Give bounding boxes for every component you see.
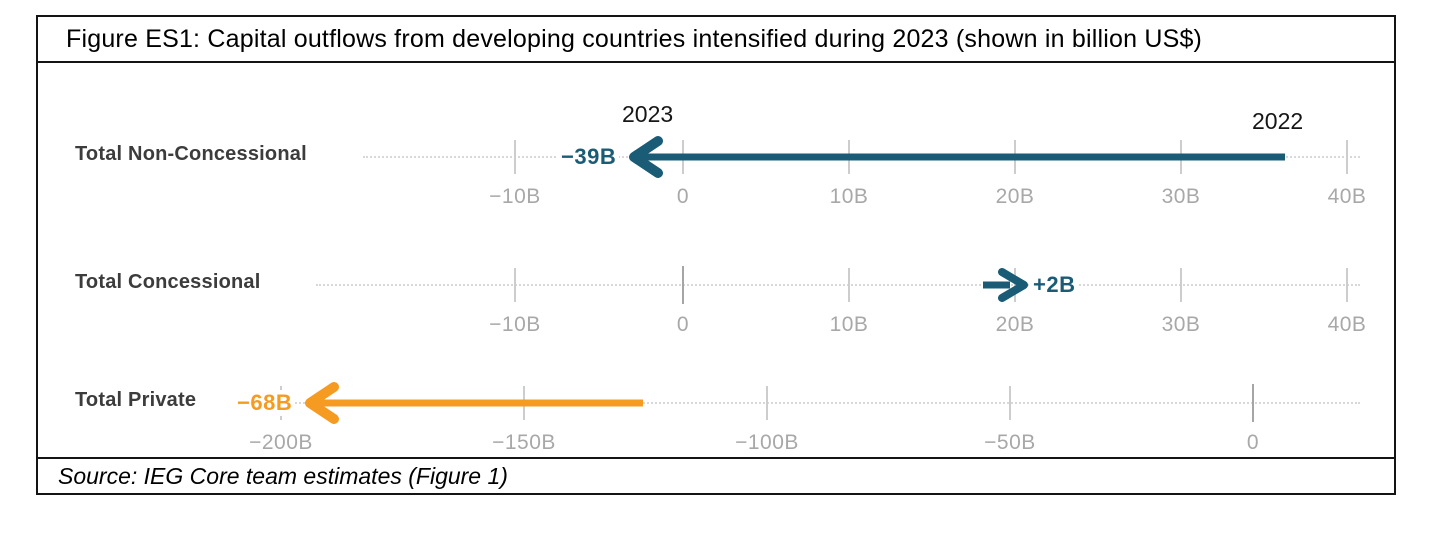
arrow-row1-non-concessional <box>629 136 1285 178</box>
year-label-2023: 2023 <box>622 101 674 127</box>
tick-label-row2-0: 0 <box>676 313 690 336</box>
tick-label-row3--50b: −50B <box>984 431 1036 454</box>
tick-label-row3--200b: −200B <box>249 431 313 454</box>
tick-label-row3--150b: −150B <box>492 431 556 454</box>
leader-line-row2 <box>316 284 1360 286</box>
tick-label-row1--10b: −10B <box>489 185 541 208</box>
tick-row1-40b <box>1346 140 1348 174</box>
figure-container: Figure ES1: Capital outflows from develo… <box>36 15 1396 495</box>
tick-row2-40b <box>1346 268 1348 302</box>
tick-row2--10b <box>514 268 516 302</box>
tick-row1--10b <box>514 140 516 174</box>
row-label-total-non-concessional: Total Non-Concessional <box>75 143 307 165</box>
tick-label-row3--100b: −100B <box>735 431 799 454</box>
row-label-total-private: Total Private <box>75 389 197 411</box>
tick-row2-0 <box>682 266 684 304</box>
tick-row3--100b <box>766 386 768 420</box>
figure-title: Figure ES1: Capital outflows from develo… <box>38 17 1394 63</box>
year-label-2022: 2022 <box>1252 108 1304 134</box>
tick-label-row1-40b: 40B <box>1327 185 1367 208</box>
tick-row3-0 <box>1252 384 1254 422</box>
tick-row2-10b <box>848 268 850 302</box>
tick-label-row2-10b: 10B <box>829 313 869 336</box>
tick-row2-30b <box>1180 268 1182 302</box>
tick-label-row2-20b: 20B <box>995 313 1035 336</box>
change-value-row2: +2B <box>1030 272 1079 298</box>
change-value-row3: −68B <box>234 390 296 416</box>
figure-source: Source: IEG Core team estimates (Figure … <box>38 457 1394 493</box>
tick-row2-20b <box>1014 268 1016 302</box>
tick-label-row1-20b: 20B <box>995 185 1035 208</box>
arrow-row2-concessional <box>983 268 1028 302</box>
tick-label-row3-0: 0 <box>1246 431 1260 454</box>
tick-label-row2-40b: 40B <box>1327 313 1367 336</box>
tick-label-row1-10b: 10B <box>829 185 869 208</box>
tick-row3--50b <box>1009 386 1011 420</box>
leader-line-row3 <box>268 402 1360 404</box>
row-label-total-concessional: Total Concessional <box>75 271 261 293</box>
tick-label-row2-30b: 30B <box>1161 313 1201 336</box>
tick-label-row2--10b: −10B <box>489 313 541 336</box>
chart-area: Total Non-Concessional −10B 0 10B 20B 30… <box>38 63 1394 457</box>
tick-label-row1-0: 0 <box>676 185 690 208</box>
arrow-row3-private <box>305 382 643 424</box>
change-value-row1: −39B <box>558 144 620 170</box>
tick-label-row1-30b: 30B <box>1161 185 1201 208</box>
